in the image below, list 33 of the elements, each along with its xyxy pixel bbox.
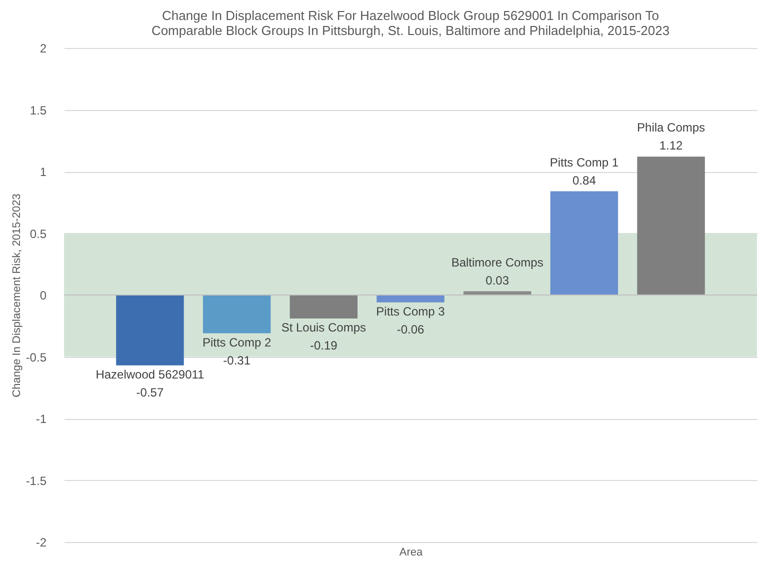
y-tick-label: 2 [40, 42, 47, 56]
data-label: 1.12 [659, 138, 684, 153]
x-tick-label: Hazelwood 5629011 [96, 367, 205, 382]
bar [116, 295, 184, 366]
data-label: 0.03 [486, 273, 510, 288]
bar [290, 295, 358, 318]
y-tick-label: 0 [40, 288, 47, 302]
y-tick-label: 1.5 [30, 103, 47, 118]
x-tick-label: St Louis Comps [281, 320, 366, 334]
text: Change In Displacement Risk For Hazelwood Block Group 5629001 In Comparison To [162, 8, 659, 23]
data-label: -0.06 [396, 322, 424, 336]
y-tick-label: 1 [40, 165, 47, 179]
y-tick-label: -1 [36, 412, 47, 426]
y-tick-label: 0.5 [30, 226, 47, 241]
x-tick-label: Phila Comps [637, 120, 706, 135]
y-tick-label: -1.5 [26, 474, 47, 488]
y-tick-label: -2 [36, 536, 47, 550]
y-axis-title: Change In Displacement Risk, 2015-2023 [10, 194, 23, 398]
data-label: -0.57 [136, 385, 164, 400]
x-tick-label: Pitts Comp 2 [202, 335, 272, 350]
x-tick-label: Pitts Comp 3 [376, 304, 446, 318]
bar [202, 295, 271, 334]
bar [550, 191, 618, 295]
bar [637, 156, 705, 295]
x-tick-label: Pitts Comp 1 [550, 155, 619, 170]
y-tick-label: -0.5 [26, 350, 47, 364]
data-label: 0.84 [572, 173, 596, 188]
data-label: -0.19 [310, 338, 338, 352]
bar [376, 295, 444, 302]
text: Comparable Block Groups In Pittsburgh, St. Louis, Baltimore and Philadelphia, 2015-2023 [151, 23, 670, 38]
data-label: -0.31 [223, 353, 251, 368]
x-tick-label: Baltimore Comps [451, 255, 544, 270]
x-axis-title: Area [399, 546, 424, 558]
